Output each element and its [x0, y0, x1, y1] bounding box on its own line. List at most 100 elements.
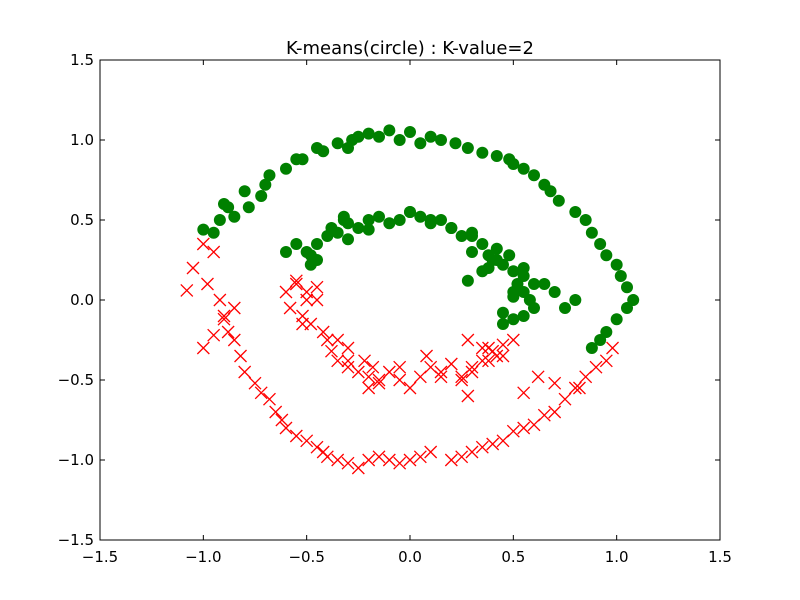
green-circle-point	[621, 302, 633, 314]
green-circle-point	[610, 258, 623, 271]
red-x-point	[393, 360, 407, 374]
green-circle-point	[528, 278, 540, 290]
red-x-point	[289, 277, 303, 291]
green-circle-point	[331, 226, 344, 239]
green-circle-point	[507, 313, 520, 326]
red-x-point	[548, 376, 562, 390]
red-x-point	[465, 360, 479, 374]
red-x-point	[196, 237, 210, 251]
green-circle-point	[383, 124, 396, 137]
red-x-point	[465, 445, 479, 459]
green-circle-point	[414, 210, 427, 223]
red-x-point	[283, 301, 297, 315]
green-circle-point	[594, 334, 607, 346]
green-circle-point	[373, 210, 385, 223]
green-circle-point	[435, 214, 447, 226]
red-x-point	[548, 405, 562, 419]
green-circle-point	[517, 262, 530, 274]
green-circle-point	[490, 242, 503, 255]
red-x-point	[279, 421, 293, 435]
red-x-point	[506, 424, 520, 438]
green-circle-point	[362, 223, 375, 236]
red-x-point	[372, 373, 386, 387]
red-x-point	[393, 373, 407, 387]
green-circle-point	[280, 162, 292, 175]
x-tick-label: 0.0	[398, 548, 422, 566]
red-x-point	[482, 354, 495, 368]
green-circle-point	[197, 223, 210, 236]
red-x-point	[351, 461, 365, 475]
green-circle-point	[490, 254, 503, 266]
red-x-point	[180, 283, 194, 297]
green-circle-point	[304, 249, 317, 262]
red-x-point	[320, 450, 334, 464]
green-circle-point	[490, 150, 503, 162]
red-x-point	[351, 365, 365, 379]
red-x-point	[289, 429, 303, 443]
green-circle-point	[507, 290, 520, 303]
red-x-point	[320, 333, 334, 347]
green-circle-point	[461, 274, 474, 287]
y-tick-label: 1.5	[70, 51, 94, 69]
green-circle-point	[373, 130, 385, 143]
green-circle-point	[362, 127, 375, 140]
green-circle-point	[213, 214, 226, 226]
green-circle-point	[311, 238, 323, 250]
red-x-point	[186, 261, 200, 275]
red-x-point	[310, 293, 324, 307]
red-x-point	[238, 365, 252, 379]
green-circle-point	[238, 185, 251, 198]
red-x-point	[382, 365, 396, 379]
red-x-point	[331, 354, 345, 368]
red-x-point	[506, 333, 520, 347]
green-circle-point	[528, 169, 540, 182]
green-circle-point	[538, 278, 551, 290]
green-circle-point	[507, 158, 520, 170]
green-circle-point	[342, 233, 354, 246]
red-x-point	[382, 453, 396, 467]
red-x-point	[217, 312, 231, 326]
green-circle-point	[383, 217, 396, 230]
green-circle-point	[404, 126, 416, 138]
green-circle-point	[594, 238, 607, 250]
axis-ticks: −1.5 −1.0 −0.5 0.0 0.5 1.0 1.5 −1.5 −1.0 −0.5 0.0 0…	[58, 51, 732, 566]
red-x-point	[362, 381, 376, 395]
green-circle-point	[466, 246, 478, 258]
red-x-point	[444, 357, 458, 371]
red-x-point	[486, 437, 500, 451]
red-x-point	[455, 450, 469, 464]
red-x-point	[568, 381, 582, 395]
red-x-point	[263, 392, 276, 406]
green-circle-point	[476, 238, 489, 250]
red-x-point	[444, 453, 458, 467]
green-circle-point	[404, 206, 416, 218]
green-circle-point	[517, 162, 530, 175]
red-x-point	[316, 325, 330, 339]
red-x-point	[573, 381, 586, 395]
red-x-point	[358, 354, 371, 368]
red-x-point	[201, 277, 214, 291]
y-tick-label: 0.5	[70, 211, 94, 229]
red-x-point	[325, 344, 338, 358]
green-circle-point	[352, 130, 365, 143]
y-tick-label: 1.0	[70, 131, 94, 149]
green-circle-point	[497, 318, 509, 330]
data-points	[180, 124, 640, 475]
green-circle-point	[621, 281, 633, 294]
red-x-point	[227, 301, 241, 315]
green-circle-point	[585, 342, 598, 354]
green-circle-point	[228, 210, 241, 223]
green-circle-point	[435, 134, 447, 146]
green-circle-point	[352, 222, 365, 234]
red-x-point	[300, 293, 314, 307]
green-circle-point	[242, 201, 255, 214]
red-x-point	[300, 434, 314, 448]
y-tick-label: −1.5	[58, 531, 94, 549]
green-circle-point	[585, 226, 598, 239]
red-x-point	[517, 421, 531, 435]
green-circle-point	[497, 306, 509, 319]
green-circle-point	[507, 265, 520, 278]
red-x-point	[213, 293, 227, 307]
green-circle-point	[207, 226, 220, 239]
green-circle-point	[296, 153, 309, 166]
